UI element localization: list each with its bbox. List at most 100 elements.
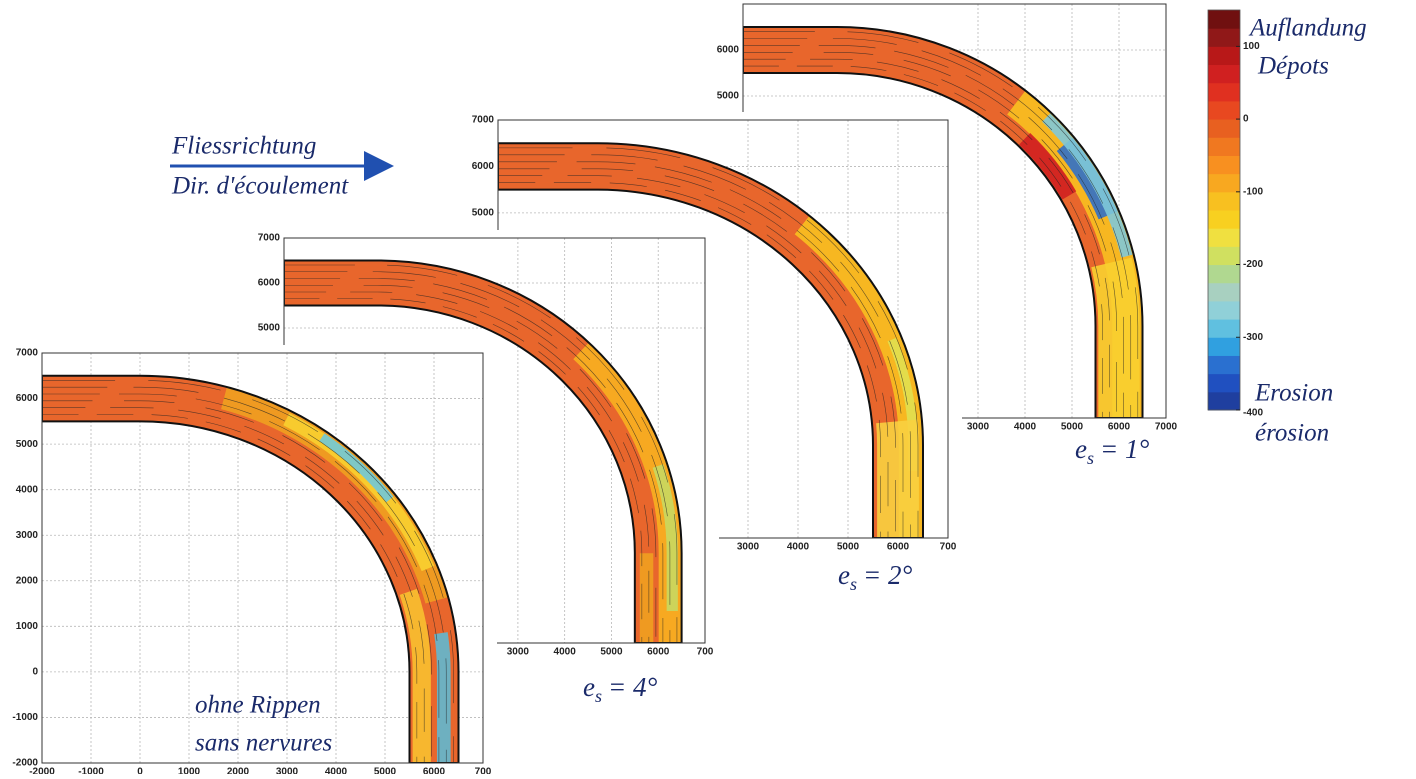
x-tick-label: 5000 xyxy=(374,767,397,774)
contour-line xyxy=(284,298,643,643)
annotation-text: = 1° xyxy=(1100,434,1149,464)
channel-band xyxy=(498,147,918,538)
annotation-text: = 4° xyxy=(608,672,657,702)
contour-line xyxy=(498,147,919,538)
channel-bands xyxy=(42,375,458,763)
colorbar-band xyxy=(1208,155,1240,175)
x-tick-label: 4000 xyxy=(1014,422,1037,433)
contour-line xyxy=(743,58,1110,418)
subscript: s xyxy=(1087,448,1094,468)
panel-annotation: es = 1° xyxy=(1075,434,1149,468)
symbol: e xyxy=(1075,434,1087,464)
x-tick-label: 2000 xyxy=(227,767,250,774)
panel-annotation: ohne Rippen xyxy=(195,692,321,719)
contour-line xyxy=(284,264,678,643)
y-tick-label: -1000 xyxy=(12,712,38,723)
channel-band xyxy=(42,378,456,763)
contour-line xyxy=(743,45,1124,418)
y-tick-label: 7000 xyxy=(472,115,495,126)
channel-band xyxy=(743,29,1140,418)
channel-bands xyxy=(284,260,682,643)
x-tick-label: 6000 xyxy=(423,767,446,774)
x-tick-label: 700 xyxy=(940,542,957,553)
x-tick-label: 4000 xyxy=(325,767,348,774)
colorbar-label: Auflandung xyxy=(1248,15,1367,42)
x-tick-label: 6000 xyxy=(887,542,910,553)
contour-line xyxy=(743,31,1139,418)
contour-line xyxy=(743,38,1132,418)
colorbar-band xyxy=(1208,82,1240,102)
y-tick-label: 0 xyxy=(32,667,38,678)
y-tick-label: -2000 xyxy=(12,758,38,769)
y-tick-label: 5000 xyxy=(717,91,740,102)
colorbar-band xyxy=(1208,228,1240,247)
y-tick-label: 3000 xyxy=(16,530,39,541)
channel-band xyxy=(743,55,1113,418)
colorbar-label: Erosion xyxy=(1254,380,1333,407)
contour-line xyxy=(498,161,904,538)
subscript: s xyxy=(850,574,857,594)
panel: -2000 -1000 0 1000 2000 3000 4000 5000 6000 700 -2… xyxy=(0,345,497,779)
colorbar-tick-label: 0 xyxy=(1243,114,1249,125)
contour-line xyxy=(42,407,425,763)
x-tick-label: 5000 xyxy=(1061,422,1084,433)
channel-wall xyxy=(498,142,924,538)
contour-line xyxy=(284,271,671,643)
y-tick-label: 6000 xyxy=(258,278,281,289)
x-tick-label: 3000 xyxy=(737,542,760,553)
contour-line xyxy=(42,414,418,763)
channel-band xyxy=(743,28,1142,418)
x-tick-label: 5000 xyxy=(600,647,623,658)
x-tick-label: 4000 xyxy=(787,542,810,553)
colorbar-label: Dépots xyxy=(1257,53,1329,80)
contour-line xyxy=(498,182,881,538)
colorbar-band xyxy=(1208,191,1240,211)
y-tick-label: 5000 xyxy=(258,323,281,334)
channel xyxy=(743,26,1144,418)
colorbar-band xyxy=(1208,246,1240,266)
x-tick-label: 3000 xyxy=(507,647,530,658)
contour-line xyxy=(284,278,664,643)
symbol: e xyxy=(838,560,850,590)
contour-line xyxy=(743,65,1103,418)
contour-line xyxy=(498,175,889,538)
colorbar-band xyxy=(1208,64,1240,84)
y-tick-label: 2000 xyxy=(16,575,39,586)
colorbar-band xyxy=(1208,10,1240,29)
subscript: s xyxy=(595,686,602,706)
x-tick-label: 7000 xyxy=(1155,422,1178,433)
contour-line xyxy=(284,291,650,643)
flow-label: Fliessrichtung xyxy=(171,133,316,160)
contour-line xyxy=(42,380,454,763)
colorbar-band xyxy=(1208,119,1240,138)
colorbar-band xyxy=(1208,264,1240,284)
colorbar-band xyxy=(1208,337,1240,356)
channel xyxy=(42,374,460,763)
panel-frame xyxy=(41,352,484,764)
annotation-text: = 2° xyxy=(863,560,912,590)
colorbar-band xyxy=(1208,319,1240,338)
x-tick-label: 0 xyxy=(137,767,143,774)
x-tick-label: 6000 xyxy=(647,647,670,658)
colorbar-band xyxy=(1208,100,1240,120)
x-tick-label: 700 xyxy=(475,767,492,774)
colorbar-tick-label: -200 xyxy=(1243,259,1263,270)
colorbar-band xyxy=(1208,210,1240,229)
colorbar-tick-label: -100 xyxy=(1243,186,1263,197)
panel-annotation: es = 2° xyxy=(838,560,912,594)
y-tick-label: 7000 xyxy=(16,348,39,359)
y-tick-label: 4000 xyxy=(16,484,39,495)
y-tick-label: 5000 xyxy=(16,439,39,450)
channel-bands xyxy=(743,27,1143,418)
colorbar-band xyxy=(1208,137,1240,156)
x-tick-label: 1000 xyxy=(178,767,201,774)
colorbar-band xyxy=(1208,28,1240,47)
y-tick-label: 6000 xyxy=(717,45,740,56)
x-tick-label: -1000 xyxy=(78,767,104,774)
x-tick-label: 5000 xyxy=(837,542,860,553)
contour-line xyxy=(498,154,911,538)
colorbar-frame xyxy=(1207,9,1241,411)
flow-direction: Fliessrichtung Dir. d'écoulement xyxy=(170,133,394,200)
